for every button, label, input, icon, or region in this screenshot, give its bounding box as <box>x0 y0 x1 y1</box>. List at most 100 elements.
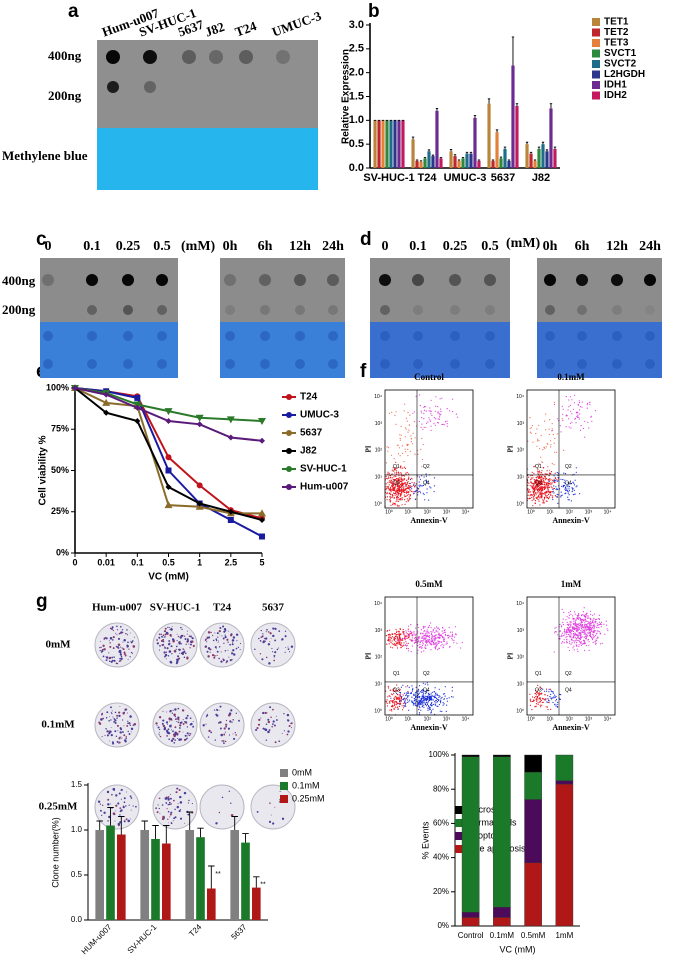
event-dot <box>538 704 539 705</box>
colony <box>269 821 271 823</box>
event-dot <box>555 480 556 481</box>
quadrant-label: Q4 <box>423 688 430 694</box>
event-dot <box>400 472 401 473</box>
event-dot <box>396 631 397 632</box>
colony <box>113 788 116 791</box>
event-dot <box>422 429 423 430</box>
event-dot <box>412 688 413 689</box>
colony <box>162 723 164 725</box>
event-dot <box>574 490 575 491</box>
colony <box>134 723 137 726</box>
colony <box>170 661 172 663</box>
colony <box>281 640 282 641</box>
colony <box>133 805 134 806</box>
event-dot <box>419 693 420 694</box>
colony <box>109 658 110 659</box>
event-dot <box>589 629 590 630</box>
event-dot <box>544 447 545 448</box>
event-dot <box>548 702 549 703</box>
stain-dot <box>577 359 587 369</box>
event-dot <box>433 629 434 630</box>
colony <box>236 634 238 636</box>
y-tick-label: 60% <box>433 819 449 828</box>
event-dot <box>578 614 579 615</box>
event-dot <box>407 412 408 413</box>
event-dot <box>410 483 411 484</box>
event-dot <box>537 498 538 499</box>
event-dot <box>431 411 432 412</box>
column-label: 0.1 <box>409 239 427 254</box>
event-dot <box>406 645 407 646</box>
event-dot <box>390 488 391 489</box>
colony <box>187 715 189 717</box>
event-dot <box>584 421 585 422</box>
event-dot <box>554 404 555 405</box>
event-dot <box>389 702 390 703</box>
data-point <box>197 482 203 488</box>
event-dot <box>529 694 530 695</box>
event-dot <box>588 628 589 629</box>
colony <box>123 734 125 736</box>
row-label: 200ng <box>48 88 82 103</box>
colony <box>103 656 105 658</box>
event-dot <box>425 635 426 636</box>
blot-dot <box>144 81 156 93</box>
error-bar <box>466 152 468 153</box>
event-dot <box>563 473 564 474</box>
event-dot <box>412 689 413 690</box>
event-dot <box>560 699 561 700</box>
colony <box>116 634 117 635</box>
error-bar <box>478 160 480 161</box>
event-dot <box>419 485 420 486</box>
event-dot <box>580 636 581 637</box>
event-dot <box>429 639 430 640</box>
legend-swatch <box>455 832 463 840</box>
error-bar <box>512 37 514 66</box>
event-dot <box>570 637 571 638</box>
colony <box>168 732 170 734</box>
event-dot <box>421 648 422 649</box>
event-dot <box>574 649 575 650</box>
bar <box>140 830 149 920</box>
event-dot <box>539 487 540 488</box>
colony <box>110 803 111 804</box>
event-dot <box>570 611 571 612</box>
colony <box>225 726 227 728</box>
colony <box>230 709 232 711</box>
legend-label: UMUC-3 <box>300 410 339 421</box>
blot-dot <box>87 305 97 315</box>
event-dot <box>537 497 538 498</box>
event-dot <box>437 631 438 632</box>
colony <box>170 628 172 630</box>
colony <box>222 797 224 799</box>
event-dot <box>570 614 571 615</box>
event-dot <box>538 489 539 490</box>
event-dot <box>386 635 387 636</box>
event-dot <box>434 417 435 418</box>
event-dot <box>579 644 580 645</box>
event-dot <box>412 641 413 642</box>
colony <box>173 714 176 717</box>
colony <box>278 630 280 632</box>
event-dot <box>440 701 441 702</box>
colony <box>106 637 108 639</box>
event-dot <box>572 626 573 627</box>
colony <box>174 726 176 728</box>
event-dot <box>401 489 402 490</box>
colony <box>164 636 166 638</box>
event-dot <box>435 704 436 705</box>
event-dot <box>562 633 563 634</box>
colony <box>207 651 209 653</box>
colony <box>186 657 188 659</box>
colony <box>219 646 221 648</box>
event-dot <box>568 629 569 630</box>
event-dot <box>401 642 402 643</box>
event-dot <box>445 629 446 630</box>
event-dot <box>579 402 580 403</box>
event-dot <box>422 705 423 706</box>
event-dot <box>405 468 406 469</box>
tick-label: 10⁴ <box>462 716 470 722</box>
event-dot <box>548 479 549 480</box>
colony <box>233 738 235 740</box>
event-dot <box>407 432 408 433</box>
